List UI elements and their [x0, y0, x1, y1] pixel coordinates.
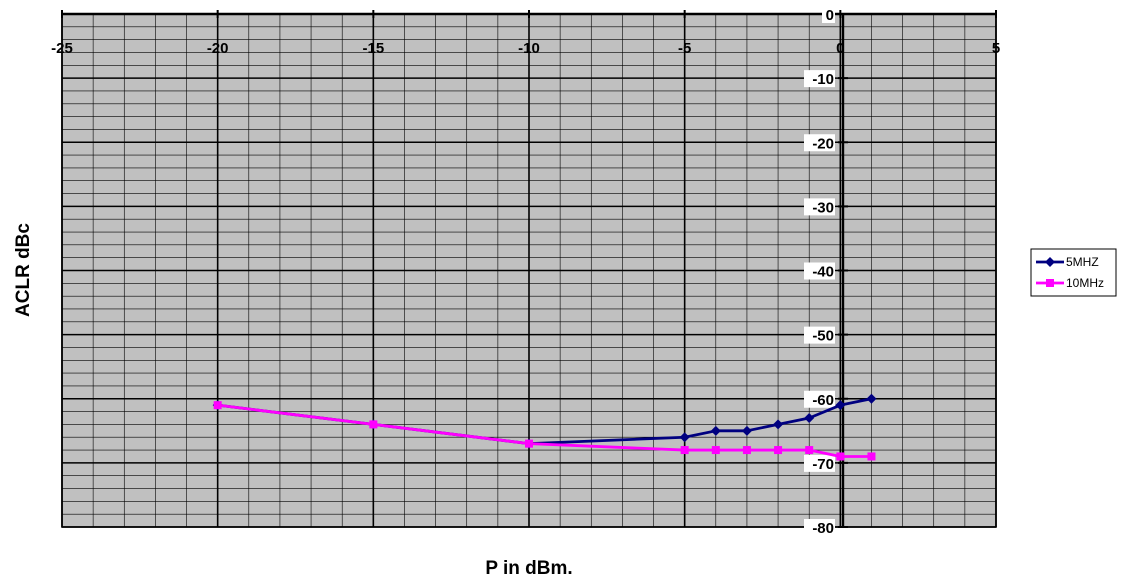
data-point [742, 446, 751, 455]
legend-item-10MHz: 10MHz [1036, 276, 1104, 290]
y-tick-labels: 0 -10 -20 -30 -40 -50 -60 -70 -80 [804, 6, 835, 537]
x-tick-label: -5 [678, 40, 691, 57]
data-point [369, 420, 378, 429]
data-point [680, 446, 689, 455]
x-tick-label: -15 [362, 40, 384, 57]
y-tick-label: -20 [812, 135, 834, 152]
legend-item-5MHZ: 5MHZ [1036, 255, 1099, 269]
y-tick-label: -40 [812, 264, 834, 281]
legend-label: 5MHZ [1066, 255, 1099, 269]
y-tick-label-bg [804, 198, 835, 216]
y-tick-label: -50 [812, 328, 834, 345]
x-tick-label: -20 [207, 40, 229, 57]
data-point [679, 432, 690, 443]
y-tick-label: -60 [812, 392, 834, 409]
y-tick-label-bg [804, 134, 835, 152]
y-tick-label-bg [804, 262, 835, 280]
y-tick-label-bg [804, 390, 835, 408]
data-point [741, 425, 752, 436]
y-axis-title: ACLR dBc [13, 223, 34, 317]
legend-marker [1045, 257, 1055, 267]
data-point [866, 393, 877, 404]
y-tick-label: 0 [826, 7, 834, 24]
y-tick-label: -80 [812, 520, 834, 537]
x-tick-labels: -25 -20 -15 -10 -5 0 5 [51, 40, 1000, 57]
series-10MHz [213, 401, 876, 461]
data-point [835, 400, 846, 411]
x-axis-title: P in dBm. [485, 558, 572, 579]
series-line [217, 403, 872, 458]
legend: 5MHZ 10MHz [1030, 248, 1117, 297]
y-tick-label-bg [822, 6, 835, 23]
series-layer [212, 393, 877, 461]
x-tick-label: 5 [992, 40, 1000, 57]
y-tick-label-bg [804, 70, 835, 88]
x-tick-label: -10 [518, 40, 540, 57]
data-point [525, 439, 533, 448]
x-tick-label: -25 [51, 40, 73, 57]
legend-marker [1046, 279, 1054, 287]
y-tick-label: -70 [812, 456, 834, 473]
y-tick-label-bg [804, 326, 835, 344]
legend-box [1030, 248, 1117, 297]
axes [61, 10, 997, 528]
y-tick-label-bg [804, 519, 835, 536]
data-point [804, 412, 815, 423]
data-point [836, 452, 845, 461]
data-point [773, 419, 784, 430]
y-tick-label-bg [804, 454, 835, 472]
data-point [867, 452, 876, 461]
data-point [774, 446, 783, 455]
x-tick-label: 0 [836, 40, 844, 57]
data-point [710, 425, 721, 436]
data-point [213, 401, 222, 410]
data-point [711, 446, 720, 455]
legend-label: 10MHz [1066, 276, 1104, 290]
data-point [805, 446, 814, 455]
y-tick-label: -30 [812, 199, 834, 216]
y-tick-label: -10 [812, 71, 834, 88]
